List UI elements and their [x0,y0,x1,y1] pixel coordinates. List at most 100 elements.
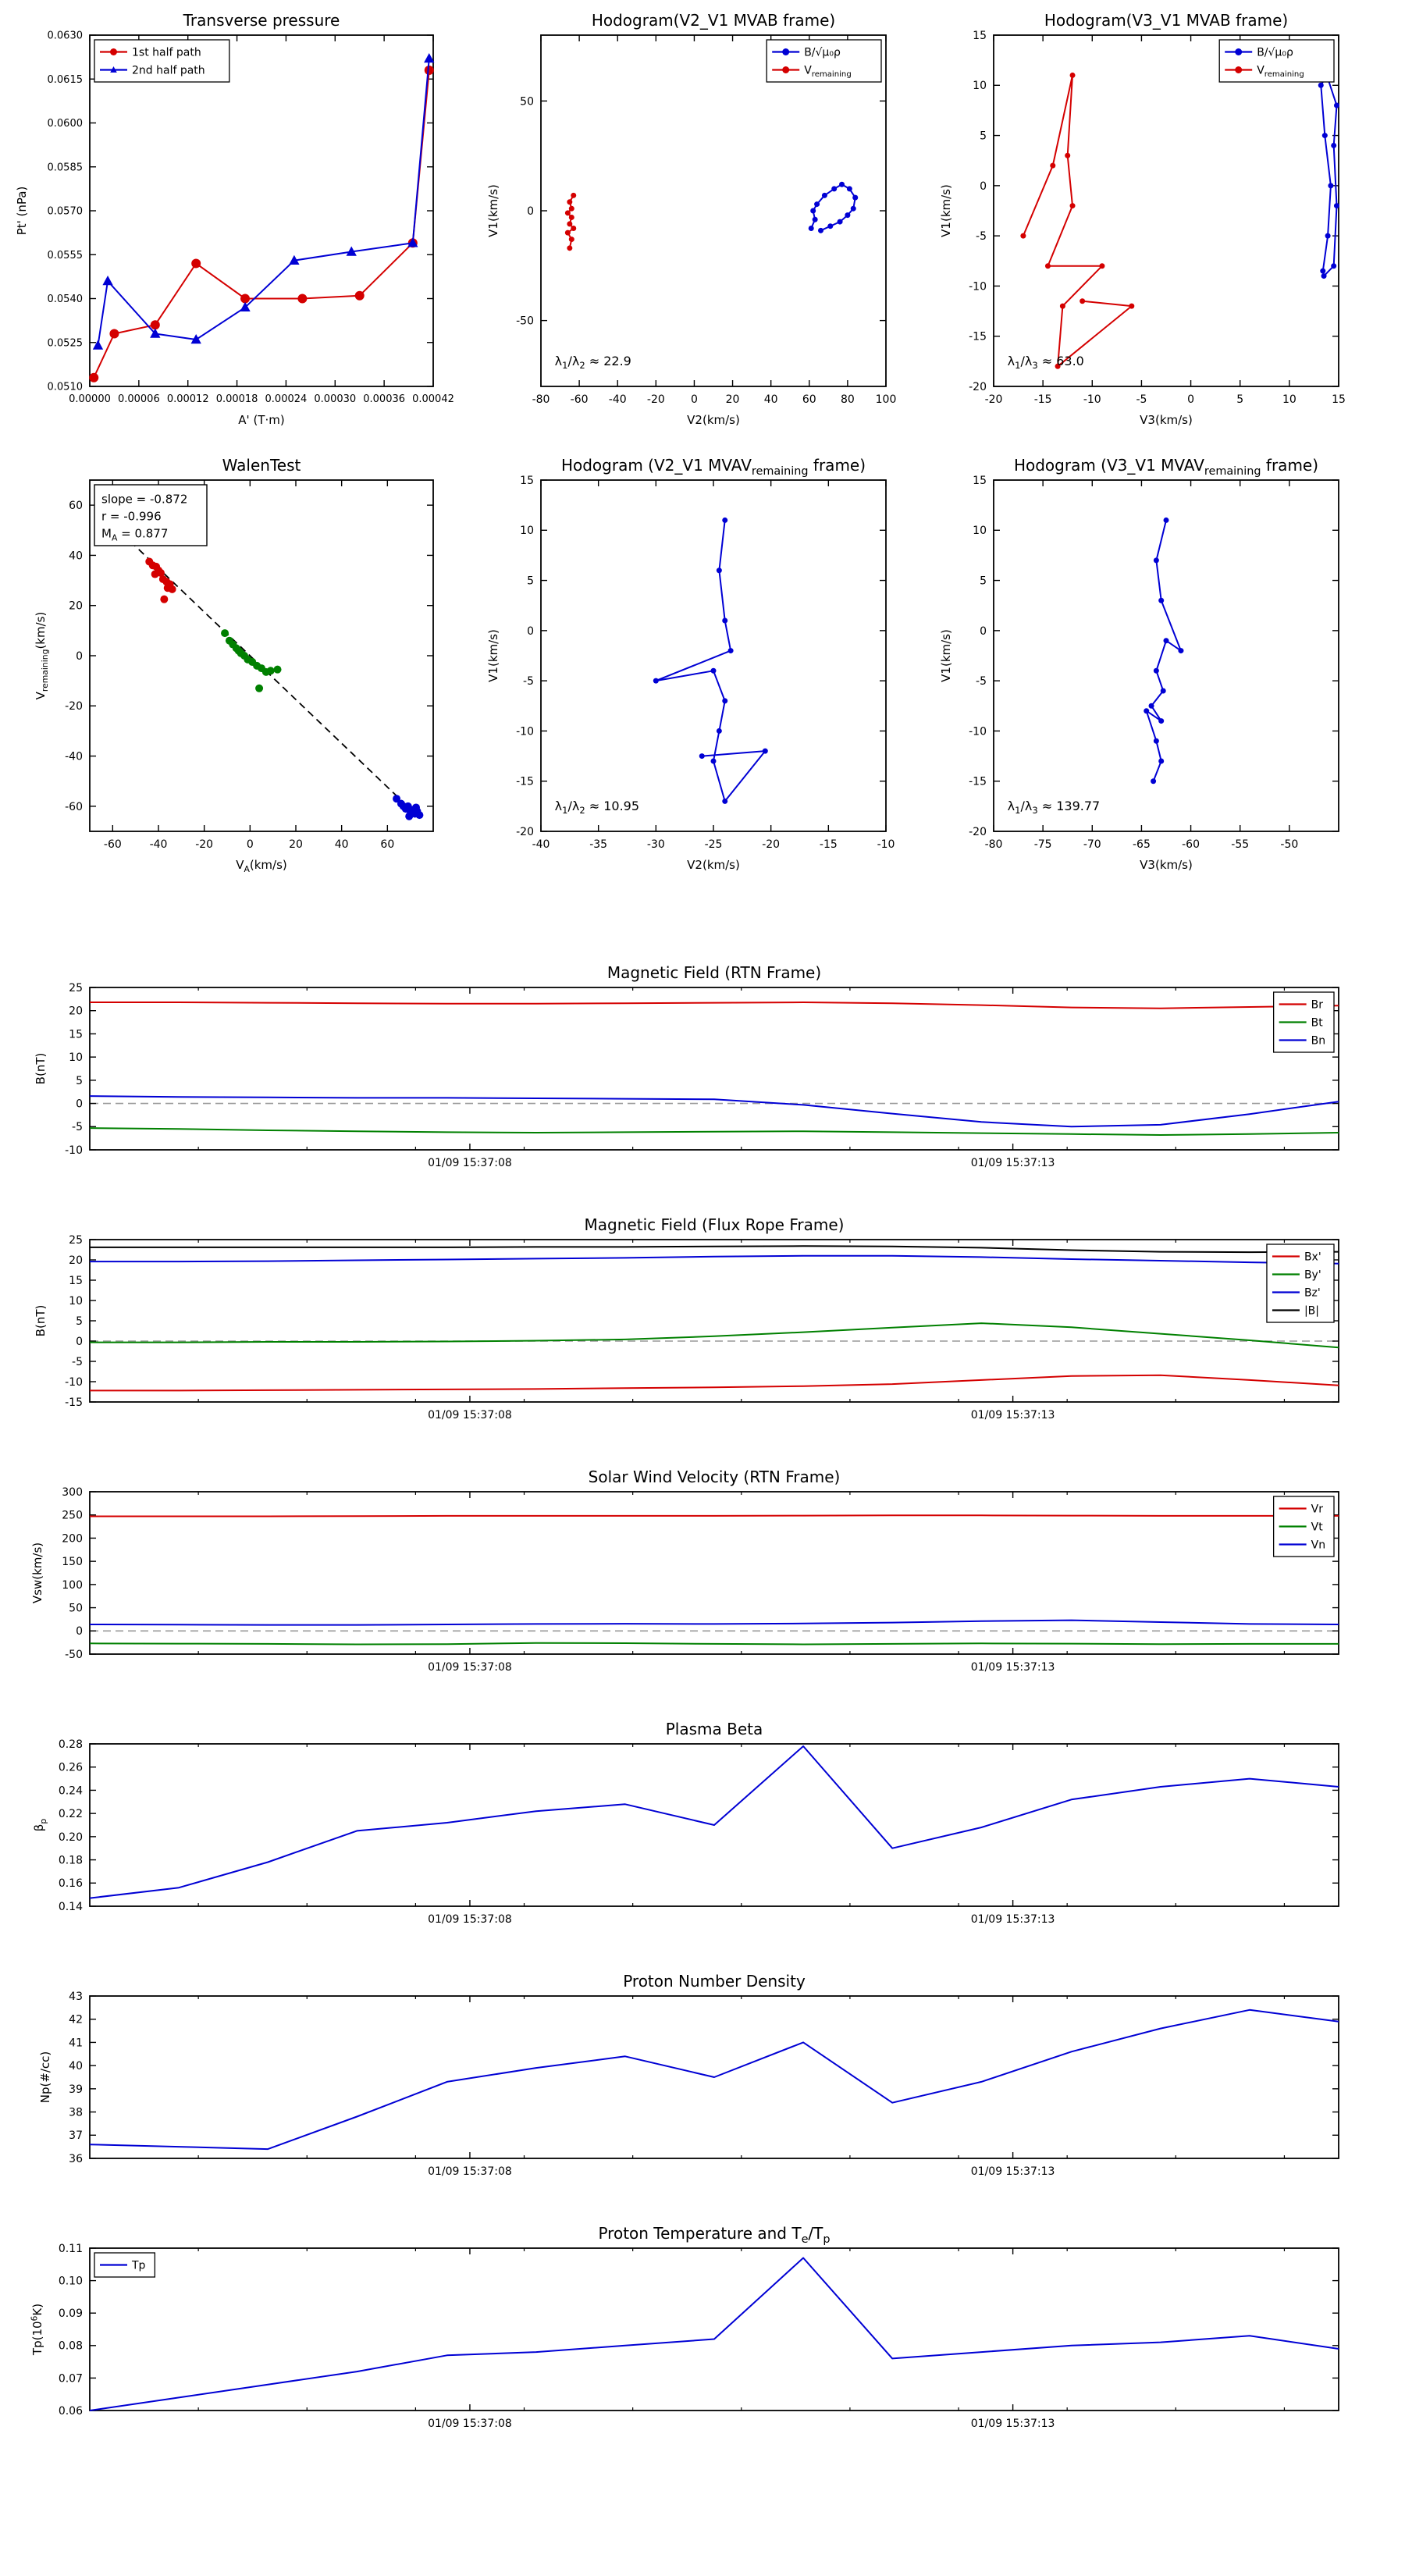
y-tick-label: 5 [527,575,534,587]
annotation-text: λ1/λ2 ≈ 10.95 [555,799,639,816]
legend-label: B/√μ₀ρ [1257,46,1293,59]
y-tick-label: 10 [973,80,987,92]
y-tick-label: -15 [969,331,987,343]
y-tick-label: -10 [65,1376,83,1389]
x-tick-label: -60 [104,838,122,851]
y-tick-label: -10 [969,725,987,738]
x-tick-label: 01/09 15:37:08 [428,1661,512,1674]
legend-label: Vr [1311,1503,1324,1515]
legend: B/√μ₀ρ Vremaining [1218,39,1335,83]
y-tick-label: 0.14 [59,1901,83,1913]
y-tick-label: 0 [76,1098,83,1110]
x-tick-label: 10 [1282,393,1297,406]
x-tick-label: 60 [380,838,394,851]
chart-hodogram-v3v1-mvav: -80 -75 -70 -65 -60 -55 -50-20-15-10-5051015λ1… [939,456,1339,872]
x-tick-label: 0.00024 [265,393,308,405]
x-tick-label: -15 [1034,393,1052,406]
x-tick-label: -20 [985,393,1003,406]
y-axis-label: V1(km/s) [486,629,500,682]
x-tick-label: 80 [841,393,855,406]
y-tick-label: -20 [516,826,534,838]
x-axis-label: VA(km/s) [236,858,287,874]
x-tick-label: 01/09 15:37:13 [971,2165,1055,2178]
x-tick-label: -55 [1231,838,1249,851]
x-tick-label: 0.00006 [118,393,160,405]
chart-title: Hodogram (V2_V1 MVAVremaining frame) [561,456,866,478]
chart-plasma-beta: 01/09 15:37:08 01/09 15:37:13 0.14 0.16 0.18… [32,1720,1339,1926]
data-series-vn [89,1619,1339,1626]
legend-label: Bt [1311,1016,1324,1029]
chart-title: WalenTest [222,456,301,475]
data-series-bx- [90,1374,1339,1392]
legend-label: Bz' [1304,1286,1321,1299]
y-tick-label: -15 [516,776,534,788]
y-tick-label: -20 [969,826,987,838]
x-tick-label: 01/09 15:37:13 [971,2418,1055,2430]
y-tick-label: 0.20 [59,1831,83,1844]
y-tick-label: 37 [69,2129,83,2142]
y-tick-label: 10 [520,525,534,537]
data-series-vt [89,1642,1339,1646]
y-tick-label: -10 [969,280,987,293]
data-series-br [90,1002,1339,1009]
y-tick-label: 43 [69,1991,83,2003]
y-tick-label: 0 [527,205,534,218]
chart-title: Magnetic Field (Flux Rope Frame) [585,1215,845,1234]
legend-label: Bx' [1304,1251,1321,1263]
y-tick-label: -15 [969,776,987,788]
y-tick-label: 50 [520,95,534,108]
x-tick-label: 0.00042 [412,393,454,405]
y-tick-label: 0.0600 [48,118,84,130]
y-axis-label: Vsw(km/s) [30,1542,44,1603]
chart-title: Transverse pressure [183,11,340,30]
y-tick-label: 0.0615 [48,74,84,86]
data-series-series-0 [89,2008,1339,2151]
chart-transverse-pressure: 0.00000 0.00006 0.00012 0.00018 0.00024 0.000… [15,11,454,427]
axes-frame [89,2247,1339,2411]
y-tick-label: 250 [62,1510,83,1522]
y-tick-label: 0.0525 [48,337,84,349]
y-tick-label: 15 [973,475,987,487]
data-series-bn [89,1095,1339,1128]
x-tick-label: 20 [726,393,740,406]
data-series-series-0 [653,517,768,804]
chart-solar-wind-velocity: 01/09 15:37:08 01/09 15:37:13 -50 0 50 100 150… [30,1468,1339,1674]
y-tick-label: -20 [969,381,987,393]
annotation-text: λ1/λ2 ≈ 22.9 [555,354,631,371]
y-tick-label: 0.0570 [48,206,84,218]
chart-title: Magnetic Field (RTN Frame) [607,963,821,982]
x-tick-label: 01/09 15:37:08 [428,2165,512,2178]
y-tick-label: 39 [69,2083,83,2096]
chart-hodogram-v3v1-mvab: -20 -15 -10 -5 0 5 10 15 -20 -15 -10 -5 0 5 10 15 λ1/λ3 … [939,11,1346,427]
legend: 1st half path 2nd half path [94,39,230,83]
annotation-text: λ1/λ3 ≈ 139.77 [1008,799,1101,816]
y-axis-label: V1(km/s) [486,184,500,237]
x-tick-label: 5 [1236,393,1243,406]
y-tick-label: -5 [976,675,987,688]
axes-frame [540,34,887,387]
axes-frame [89,1239,1339,1403]
x-tick-label: -80 [985,838,1003,851]
y-tick-label: 0.06 [59,2405,83,2418]
y-tick-label: 0 [76,650,83,663]
legend-label: Vt [1311,1521,1324,1533]
y-tick-label: 0.10 [59,2275,83,2288]
legend: Tp [94,2252,156,2278]
x-axis-label: V3(km/s) [1140,858,1193,872]
y-tick-label: 0.0510 [48,382,84,393]
y-tick-label: -10 [65,1144,83,1157]
y-tick-label: 0.11 [59,2243,83,2255]
chart-title: Proton Temperature and Te/Tp [598,2224,830,2246]
x-tick-label: 01/09 15:37:13 [971,1913,1055,1926]
y-tick-label: 300 [62,1486,83,1499]
legend-label: Vremaining [804,64,852,79]
x-tick-label: 01/09 15:37:13 [971,1661,1055,1674]
y-tick-label: 15 [69,1028,83,1041]
x-tick-label: -70 [1083,838,1101,851]
y-tick-label: -50 [516,315,534,328]
y-tick-label: 20 [69,1005,83,1018]
y-tick-label: 0.07 [59,2372,83,2385]
y-tick-label: 25 [69,982,83,994]
y-tick-label: 0.0585 [48,162,84,173]
axes-frame [540,479,887,832]
